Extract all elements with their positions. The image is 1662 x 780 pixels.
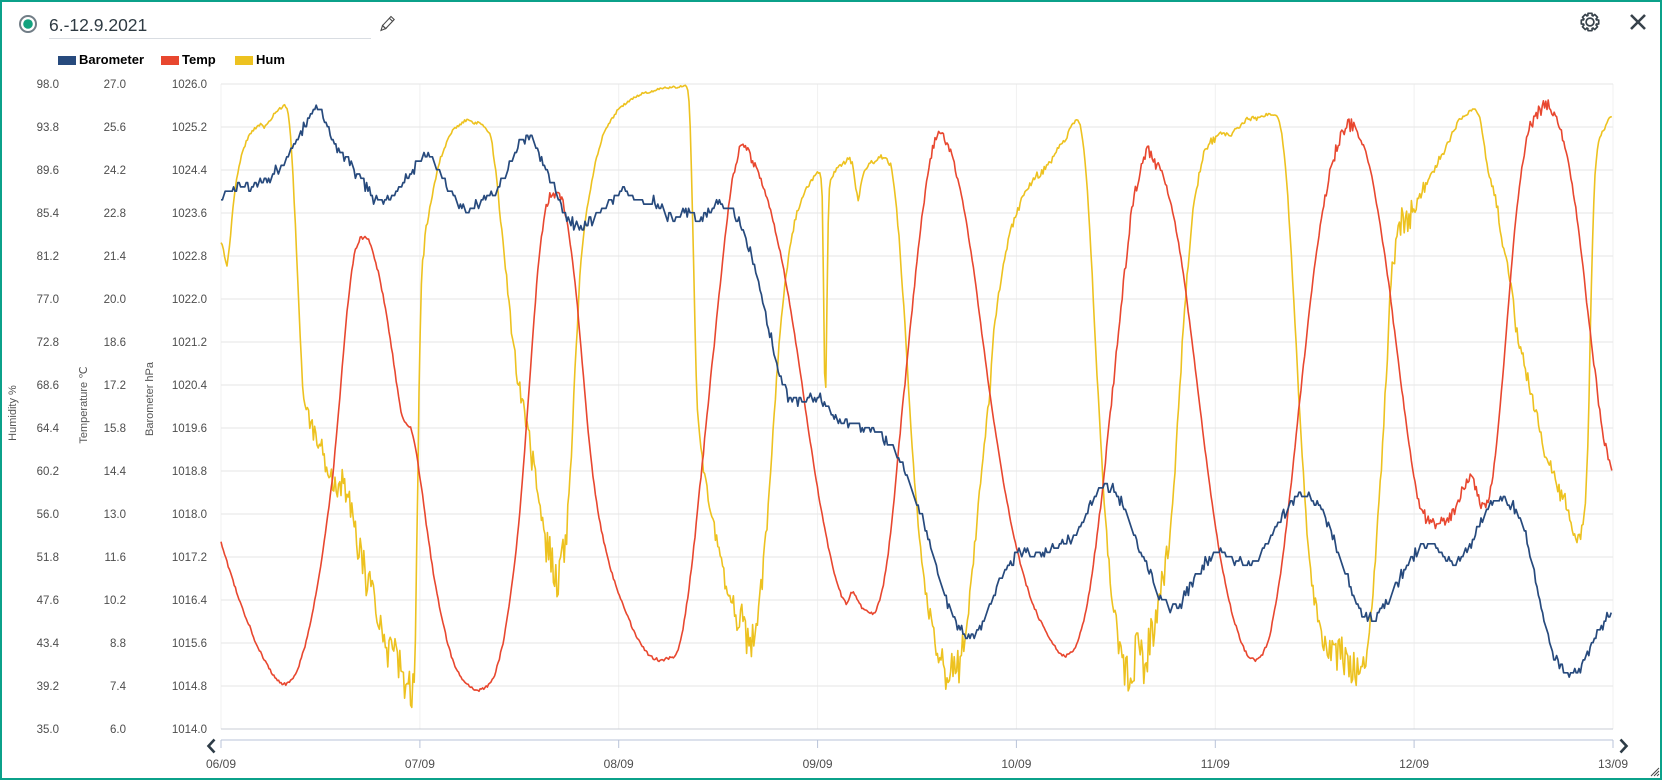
svg-text:1018.0: 1018.0	[172, 509, 207, 521]
svg-text:13.0: 13.0	[104, 509, 126, 521]
svg-text:14.4: 14.4	[104, 466, 127, 478]
svg-text:11/09: 11/09	[1201, 757, 1230, 771]
svg-text:1014.0: 1014.0	[172, 724, 207, 736]
svg-text:1022.8: 1022.8	[172, 251, 207, 263]
svg-text:09/09: 09/09	[803, 757, 833, 771]
svg-text:20.0: 20.0	[104, 294, 126, 306]
svg-text:22.8: 22.8	[104, 208, 126, 220]
svg-text:72.8: 72.8	[37, 337, 59, 349]
svg-text:77.0: 77.0	[37, 294, 59, 306]
svg-text:1016.4: 1016.4	[172, 595, 208, 607]
svg-text:98.0: 98.0	[37, 79, 59, 91]
svg-text:93.8: 93.8	[37, 122, 59, 134]
svg-text:Temperature ℃: Temperature ℃	[78, 366, 90, 443]
svg-text:8.8: 8.8	[110, 638, 126, 650]
svg-text:27.0: 27.0	[104, 79, 126, 91]
svg-text:1015.6: 1015.6	[172, 638, 207, 650]
svg-text:85.4: 85.4	[37, 208, 60, 220]
svg-text:68.6: 68.6	[37, 380, 59, 392]
svg-text:1020.4: 1020.4	[172, 380, 208, 392]
svg-text:1025.2: 1025.2	[172, 122, 207, 134]
svg-text:25.6: 25.6	[104, 122, 126, 134]
svg-text:1023.6: 1023.6	[172, 208, 207, 220]
svg-text:81.2: 81.2	[37, 251, 59, 263]
svg-text:21.4: 21.4	[104, 251, 127, 263]
svg-text:39.2: 39.2	[37, 681, 59, 693]
svg-text:1019.6: 1019.6	[172, 423, 207, 435]
svg-text:1017.2: 1017.2	[172, 552, 207, 564]
svg-text:Humidity %: Humidity %	[7, 385, 19, 441]
svg-text:08/09: 08/09	[604, 757, 634, 771]
svg-text:47.6: 47.6	[37, 595, 59, 607]
svg-text:60.2: 60.2	[37, 466, 59, 478]
svg-text:06/09: 06/09	[206, 757, 236, 771]
svg-text:7.4: 7.4	[110, 681, 127, 693]
svg-text:1026.0: 1026.0	[172, 79, 207, 91]
svg-text:35.0: 35.0	[37, 724, 59, 736]
svg-text:10/09: 10/09	[1001, 757, 1031, 771]
svg-text:18.6: 18.6	[104, 337, 126, 349]
svg-text:24.2: 24.2	[104, 165, 126, 177]
svg-text:51.8: 51.8	[37, 552, 59, 564]
svg-text:11.6: 11.6	[104, 552, 126, 564]
svg-text:43.4: 43.4	[37, 638, 60, 650]
svg-text:07/09: 07/09	[405, 757, 435, 771]
svg-text:1021.2: 1021.2	[172, 337, 207, 349]
svg-text:56.0: 56.0	[37, 509, 59, 521]
svg-text:1024.4: 1024.4	[172, 165, 208, 177]
svg-text:12/09: 12/09	[1399, 757, 1429, 771]
svg-text:13/09: 13/09	[1598, 757, 1628, 771]
svg-text:1018.8: 1018.8	[172, 466, 207, 478]
svg-text:15.8: 15.8	[104, 423, 126, 435]
svg-text:Barometer hPa: Barometer hPa	[144, 361, 156, 436]
svg-text:1022.0: 1022.0	[172, 294, 207, 306]
svg-text:6.0: 6.0	[110, 724, 126, 736]
svg-text:17.2: 17.2	[104, 380, 126, 392]
svg-text:10.2: 10.2	[104, 595, 126, 607]
svg-text:64.4: 64.4	[37, 423, 60, 435]
svg-text:1014.8: 1014.8	[172, 681, 207, 693]
svg-text:89.6: 89.6	[37, 165, 59, 177]
